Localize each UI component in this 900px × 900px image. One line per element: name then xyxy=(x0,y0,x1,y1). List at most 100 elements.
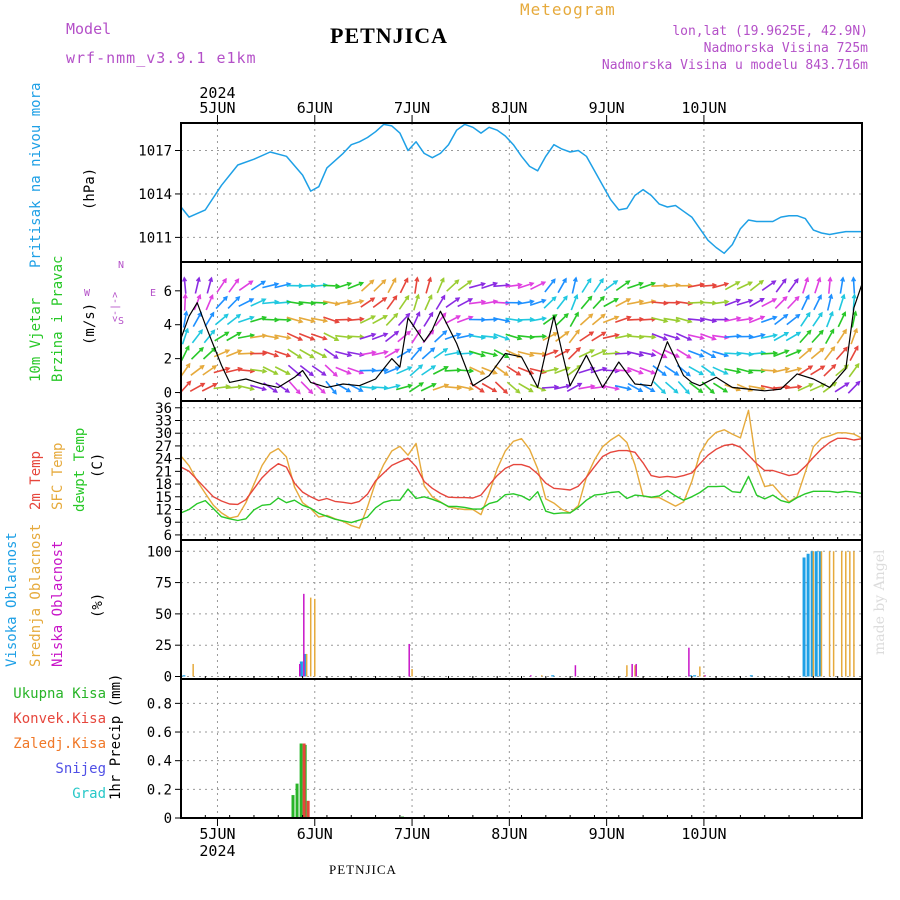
wind-arrow xyxy=(664,381,679,394)
wind-arrow xyxy=(554,366,570,375)
wind-arrow-head xyxy=(588,331,595,337)
wind-arrow xyxy=(225,385,242,389)
wind-arrow-head xyxy=(393,312,399,318)
wind-arrow xyxy=(615,316,631,324)
wind-arrow xyxy=(371,333,388,341)
wind-arrow-head xyxy=(817,294,822,300)
wind-arrow-head xyxy=(285,370,291,375)
wind-arrow-head xyxy=(285,352,292,358)
wind-arrow-head xyxy=(816,276,822,283)
wind-arrow xyxy=(760,334,777,339)
wind-arrow-head xyxy=(236,331,242,337)
wind-arrow-head xyxy=(248,298,255,303)
wind-arrow-head xyxy=(310,336,316,341)
wind-arrow xyxy=(627,382,643,393)
wind-arrow xyxy=(802,277,809,294)
wind-arrow xyxy=(775,278,787,293)
wind-arrow xyxy=(408,382,424,393)
wind-arrow xyxy=(468,334,485,339)
wind-arrow xyxy=(274,350,291,357)
wind-arrow xyxy=(298,301,315,305)
wind-arrow xyxy=(579,331,594,342)
wind-arrow-head xyxy=(249,386,256,391)
wind-arrow xyxy=(228,278,240,293)
wind-arrow xyxy=(398,295,410,310)
wind-arrow-head xyxy=(394,348,400,354)
pressure-line xyxy=(180,123,862,255)
precip-y-tick-label: 0.4 xyxy=(147,754,172,770)
wind-arrow xyxy=(799,330,812,344)
wind-arrow-head xyxy=(577,382,583,388)
wind-arrow xyxy=(434,330,447,343)
wind-arrow-head xyxy=(407,366,413,371)
wind-arrow-head xyxy=(650,281,657,287)
wind-arrow-head xyxy=(370,315,377,320)
wind-arrow xyxy=(215,296,228,310)
wind-arrow xyxy=(481,335,498,339)
wind-arrow xyxy=(712,382,728,393)
wind-arrow xyxy=(760,352,777,355)
pressure-y-tick-label: 1017 xyxy=(138,144,172,160)
wind-arrow-head xyxy=(747,281,754,287)
wind-arrow xyxy=(250,368,267,373)
bottom-date-label: 10JUN xyxy=(681,825,726,843)
wind-arrow xyxy=(183,277,187,294)
wind-arrow-head xyxy=(468,385,475,391)
wind-arrow-head xyxy=(443,366,449,371)
wind-arrow xyxy=(216,278,227,293)
wind-arrow xyxy=(347,367,364,374)
wind-arrow xyxy=(456,352,473,355)
wind-arrow xyxy=(397,330,411,343)
wind-arrow xyxy=(849,346,859,361)
wind-arrow xyxy=(663,333,680,340)
wind-arrow-head xyxy=(492,352,499,358)
wind-arrow xyxy=(383,384,400,391)
model-name: wrf-nmm_v3.9.1 e1km xyxy=(66,49,257,67)
wind-arrow xyxy=(602,352,619,355)
wind-arrow xyxy=(627,350,643,357)
wind-arrow-head xyxy=(182,293,188,299)
wind-arrow-head xyxy=(417,346,423,352)
wind-arrow xyxy=(206,277,213,294)
wind-arrow xyxy=(194,277,200,294)
wind-arrow-head xyxy=(840,276,846,282)
wind-arrow xyxy=(409,364,423,377)
wind-arrow xyxy=(825,311,834,328)
wind-arrow-head xyxy=(562,277,567,283)
wind-arrow xyxy=(423,312,434,327)
wind-arrow-head xyxy=(663,318,669,324)
wind-arrow xyxy=(760,316,777,324)
wind-arrow xyxy=(310,317,327,322)
wind-arrow xyxy=(826,294,833,311)
wind-arrow-head xyxy=(661,371,667,377)
wind-arrow-head xyxy=(795,313,801,319)
wind-arrow-head xyxy=(760,385,766,391)
wind-arrow xyxy=(468,350,485,357)
wind-arrow-head xyxy=(842,328,847,334)
wind-arrow-head xyxy=(601,349,608,354)
wind-arrow-head xyxy=(492,369,498,375)
wind-arrow-head xyxy=(414,276,420,282)
precip-panel-frame xyxy=(180,678,863,819)
wind-arrow xyxy=(505,333,522,340)
wind-arrow-head xyxy=(710,371,716,377)
wind-arrow-head xyxy=(650,369,657,375)
wind-arrow-head xyxy=(735,281,741,286)
wind-arrow-head xyxy=(828,310,834,317)
wind-arrow-head xyxy=(626,315,632,321)
location-lonlat: lon,lat (19.9625E, 42.9N) xyxy=(672,24,868,39)
wind-arrow xyxy=(557,278,567,294)
wind-arrow xyxy=(653,381,666,394)
wind-arrow-head xyxy=(321,371,327,376)
top-date-label: 7JUN xyxy=(394,99,430,117)
wind-arrow xyxy=(179,363,191,378)
wind-arrow-head xyxy=(467,280,473,285)
wind-arrow xyxy=(481,318,498,321)
wind-arrow-head xyxy=(614,385,620,391)
precip-legend-conv: Konvek.Kisa xyxy=(13,711,106,727)
wind-arrow xyxy=(772,367,789,374)
wind-y-tick-label: 6 xyxy=(164,284,172,300)
wind-arrow xyxy=(359,385,376,390)
wind-arrow xyxy=(517,282,534,289)
wind-arrow xyxy=(444,385,461,389)
